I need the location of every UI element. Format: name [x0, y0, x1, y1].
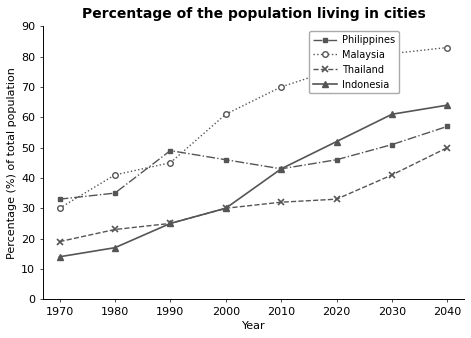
- Malaysia: [445, 46, 450, 50]
- Thailand: [445, 146, 450, 150]
- Malaysia: [57, 206, 62, 210]
- Malaysia: [112, 173, 118, 177]
- Philippines: [168, 149, 173, 153]
- Philippines: [223, 158, 228, 162]
- Line: Indonesia: Indonesia: [57, 102, 451, 260]
- Line: Thailand: Thailand: [56, 144, 451, 245]
- Philippines: [334, 158, 340, 162]
- Thailand: [223, 206, 228, 210]
- Malaysia: [168, 161, 173, 165]
- Philippines: [389, 143, 395, 147]
- Y-axis label: Percentage (%) of total population: Percentage (%) of total population: [7, 67, 17, 259]
- Thailand: [168, 221, 173, 225]
- Title: Percentage of the population living in cities: Percentage of the population living in c…: [81, 7, 425, 21]
- Legend: Philippines, Malaysia, Thailand, Indonesia: Philippines, Malaysia, Thailand, Indones…: [309, 31, 399, 94]
- Thailand: [334, 197, 340, 201]
- Philippines: [57, 197, 62, 201]
- Philippines: [445, 124, 450, 128]
- Indonesia: [278, 167, 284, 171]
- Line: Malaysia: Malaysia: [57, 45, 450, 211]
- Malaysia: [278, 85, 284, 89]
- Line: Philippines: Philippines: [57, 124, 450, 201]
- Thailand: [278, 200, 284, 204]
- Philippines: [278, 167, 284, 171]
- Indonesia: [223, 206, 228, 210]
- Indonesia: [112, 246, 118, 250]
- Malaysia: [334, 67, 340, 71]
- Thailand: [112, 227, 118, 232]
- Thailand: [57, 240, 62, 244]
- Malaysia: [223, 112, 228, 116]
- Malaysia: [389, 52, 395, 56]
- X-axis label: Year: Year: [242, 321, 265, 331]
- Thailand: [389, 173, 395, 177]
- Philippines: [112, 191, 118, 195]
- Indonesia: [57, 255, 62, 259]
- Indonesia: [168, 221, 173, 225]
- Indonesia: [389, 112, 395, 116]
- Indonesia: [334, 140, 340, 144]
- Indonesia: [445, 103, 450, 107]
